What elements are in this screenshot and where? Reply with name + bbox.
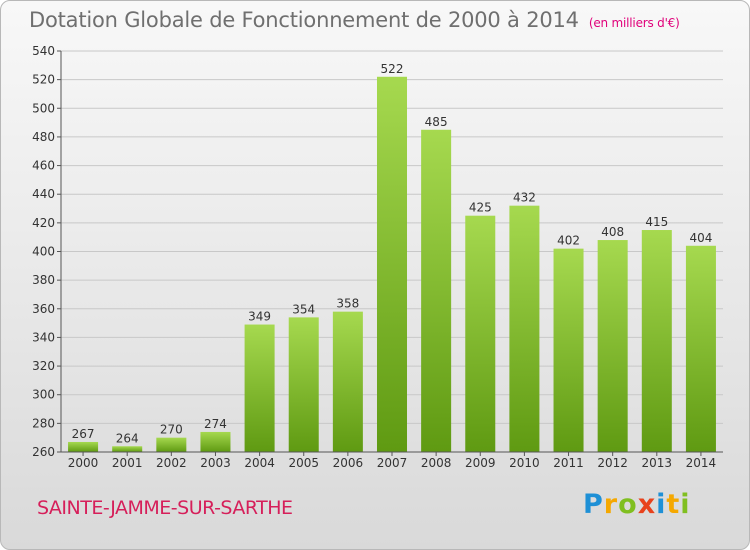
x-tick-label-2012: 2012 <box>597 456 628 470</box>
chart-title: Dotation Globale de Fonctionnement de 20… <box>29 8 680 32</box>
x-tick-label-2009: 2009 <box>465 456 496 470</box>
x-tick-label-2000: 2000 <box>68 456 99 470</box>
proxiti-logo: Proxiti <box>583 489 691 520</box>
data-label-2004: 349 <box>248 310 271 324</box>
data-label-2012: 408 <box>601 225 624 239</box>
y-tick-label: 540 <box>32 44 55 58</box>
location-name: SAINTE-JAMME-SUR-SARTHE <box>37 497 293 519</box>
y-tick-label: 280 <box>32 416 55 430</box>
bar-2001 <box>112 446 143 452</box>
x-tick-label-2006: 2006 <box>333 456 364 470</box>
y-tick-label: 380 <box>32 273 55 287</box>
bar-2009 <box>465 215 496 452</box>
x-tick-label-2008: 2008 <box>421 456 452 470</box>
data-label-2011: 402 <box>557 234 580 248</box>
bars: 267 264 270 274 349 354 358 522 485 425 432 402 408 4… <box>68 62 716 453</box>
bar-2011 <box>553 248 584 452</box>
axes: 260 280 300 320 340 360 380 400 420 440 460 480 500 5… <box>32 44 723 470</box>
x-tick-label-2014: 2014 <box>686 456 717 470</box>
x-tick-label-2003: 2003 <box>200 456 231 470</box>
y-tick-label: 260 <box>32 445 55 459</box>
bar-2006 <box>332 311 363 452</box>
y-tick-label: 340 <box>32 330 55 344</box>
data-label-2013: 415 <box>645 215 668 229</box>
y-tick-label: 420 <box>32 216 55 230</box>
data-label-2000: 267 <box>72 427 95 441</box>
x-tick-label-2011: 2011 <box>553 456 584 470</box>
y-tick-label: 360 <box>32 302 55 316</box>
chart-title-text: Dotation Globale de Fonctionnement de 20… <box>29 8 579 32</box>
bar-2007 <box>376 76 408 453</box>
data-label-2005: 354 <box>292 302 315 316</box>
data-label-2001: 264 <box>116 431 139 445</box>
y-tick-label: 480 <box>32 130 55 144</box>
data-label-2010: 432 <box>513 191 536 205</box>
x-tick-label-2010: 2010 <box>509 456 540 470</box>
y-tick-label: 400 <box>32 245 55 259</box>
y-tick-label: 300 <box>32 388 55 402</box>
bar-2008 <box>421 129 452 452</box>
y-tick-label: 440 <box>32 187 55 201</box>
y-tick-label: 500 <box>32 101 55 115</box>
data-label-2007: 522 <box>381 62 404 76</box>
data-label-2014: 404 <box>689 231 712 245</box>
x-tick-label-2007: 2007 <box>377 456 408 470</box>
data-label-2006: 358 <box>336 297 359 311</box>
bar-2012 <box>597 240 628 452</box>
bar-2013 <box>641 230 672 452</box>
x-tick-label-2013: 2013 <box>642 456 673 470</box>
data-label-2008: 485 <box>425 115 448 129</box>
data-label-2003: 274 <box>204 417 227 431</box>
y-tick-label: 460 <box>32 159 55 173</box>
data-label-2002: 270 <box>160 423 183 437</box>
x-tick-label-2002: 2002 <box>156 456 187 470</box>
x-tick-label-2005: 2005 <box>288 456 319 470</box>
bar-2002 <box>156 437 187 452</box>
data-label-2009: 425 <box>469 201 492 215</box>
bar-2005 <box>288 317 319 452</box>
x-tick-label-2001: 2001 <box>112 456 143 470</box>
bar-2004 <box>244 324 275 452</box>
y-tick-label: 520 <box>32 73 55 87</box>
bar-2003 <box>200 431 231 452</box>
chart-unit: (en milliers d'€) <box>588 16 680 30</box>
bar-2014 <box>685 245 716 452</box>
y-tick-label: 320 <box>32 359 55 373</box>
x-tick-label-2004: 2004 <box>244 456 275 470</box>
bar-2000 <box>68 441 99 452</box>
bar-2010 <box>509 205 540 452</box>
